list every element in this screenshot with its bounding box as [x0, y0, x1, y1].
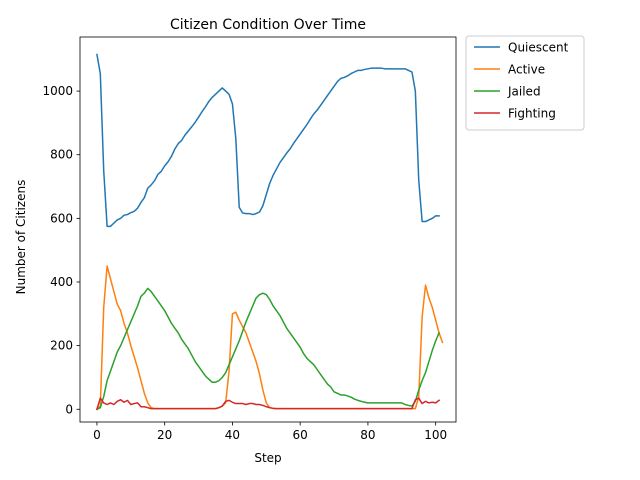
series-line-jailed	[95, 287, 441, 411]
y-tick-label: 200	[50, 339, 73, 353]
legend-label-active: Active	[508, 63, 545, 77]
y-axis-label: Number of Citizens	[14, 180, 28, 295]
y-tick-label: 0	[65, 402, 73, 416]
legend: Quiescent Active Jailed Fighting	[465, 35, 585, 131]
y-tick-label: 600	[50, 211, 73, 225]
series-line-quiescent	[96, 53, 440, 228]
x-tick-label: 0	[93, 428, 101, 442]
series-line-fighting	[96, 397, 441, 411]
chart-title: Citizen Condition Over Time	[170, 17, 366, 33]
x-tick-label: 60	[293, 428, 308, 442]
y-tick-label: 400	[50, 275, 73, 289]
x-axis-label: Step	[254, 451, 281, 465]
y-tick-label: 800	[50, 148, 73, 162]
legend-label-fighting: Fighting	[508, 107, 556, 121]
x-tick-label: 40	[225, 428, 240, 442]
legend-label-jailed: Jailed	[507, 85, 541, 99]
legend-label-quiescent: Quiescent	[508, 41, 569, 55]
series-line-active	[95, 265, 444, 411]
legend-box	[465, 35, 585, 131]
y-tick-label: 1000	[42, 84, 73, 98]
x-tick-label: 20	[157, 428, 172, 442]
plot-frame	[79, 36, 457, 423]
x-tick-label: 100	[424, 428, 447, 442]
x-tick-label: 80	[360, 428, 375, 442]
